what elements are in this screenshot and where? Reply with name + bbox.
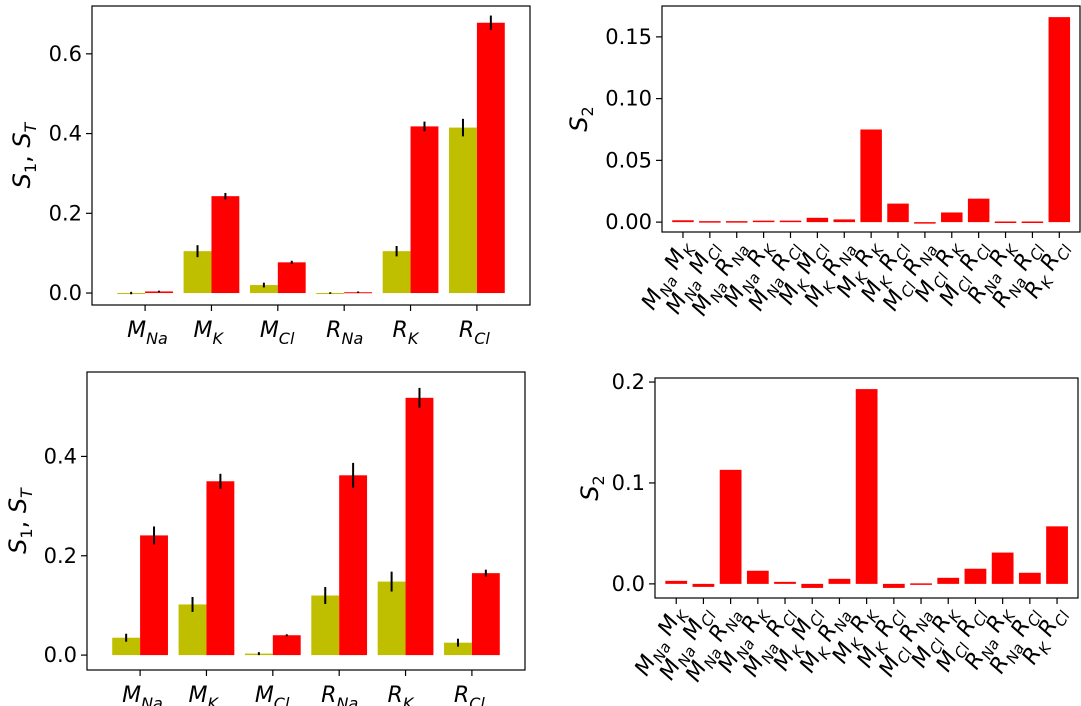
bar [1046, 526, 1068, 584]
bar [471, 573, 500, 656]
bar [833, 219, 856, 223]
y-tick-label: 0.4 [44, 444, 77, 468]
bar [746, 570, 769, 584]
y-axis-label: S1, ST [4, 487, 36, 554]
x-tick-label: MCl [260, 318, 295, 348]
bar [779, 220, 802, 223]
bar [752, 220, 775, 223]
x-tick-label: RK [388, 683, 415, 706]
bar [725, 221, 748, 223]
bar [699, 221, 721, 223]
bar [991, 552, 1014, 584]
bar [964, 568, 987, 584]
bar [855, 389, 878, 584]
y-axis-label: S2 [576, 475, 608, 500]
x-tick-label: RNa [326, 318, 363, 348]
y-tick-label: 0.0 [49, 281, 82, 305]
x-tick-label: RK [393, 318, 420, 348]
plot-frame [91, 5, 531, 306]
x-tick-label: RNa [321, 683, 358, 706]
bar [311, 595, 340, 656]
y-tick-label: 0.6 [49, 42, 82, 66]
y-tick-label: 0.00 [605, 210, 652, 234]
bar [882, 583, 905, 588]
x-tick-label: MK [188, 683, 219, 706]
bar [665, 580, 688, 584]
bar [382, 251, 411, 294]
bar [178, 604, 207, 656]
y-tick-label: 0.2 [612, 370, 645, 394]
bar [774, 581, 796, 584]
bar [719, 469, 742, 584]
x-tick-label: MK [193, 318, 224, 348]
bar [937, 577, 960, 584]
bar [211, 196, 240, 294]
y-tick-label: 0.0 [44, 643, 77, 667]
bar [806, 217, 829, 223]
y-tick-label: 0.05 [605, 148, 652, 172]
y-tick-label: 0.4 [49, 122, 82, 146]
y-tick-label: 0.0 [612, 572, 645, 596]
y-axis-label: S1, ST [8, 121, 40, 188]
bar [914, 222, 936, 224]
bar [449, 127, 477, 294]
bar [1021, 221, 1044, 224]
x-tick-label: MNa [122, 683, 163, 706]
bar [249, 285, 278, 294]
plot-frame [86, 371, 526, 671]
bar [860, 129, 882, 223]
x-tick-label: RCl [459, 318, 490, 348]
bar [692, 583, 715, 587]
bar [967, 198, 990, 223]
y-tick-label: 0.10 [605, 87, 652, 111]
bar [410, 126, 439, 294]
bar [377, 581, 406, 656]
bar [801, 583, 824, 588]
bar [672, 220, 694, 223]
y-tick-label: 0.15 [605, 25, 652, 49]
y-tick-label: 0.2 [44, 544, 77, 568]
bar [444, 642, 472, 656]
bar [272, 635, 301, 656]
bar [910, 583, 932, 585]
x-tick-label: RCl [454, 683, 485, 706]
bar [887, 203, 909, 223]
bar [476, 22, 505, 294]
bar [183, 251, 212, 294]
bar [206, 481, 235, 656]
x-tick-label: MNa [127, 318, 168, 348]
bar [112, 637, 141, 656]
chart-top-left: 0.0 0.2 0.4 0.6 S1, ST MNa MK MCl RNa RK RCl [8, 5, 531, 348]
chart-bottom-left: 0.0 0.2 0.4 S1, ST MNa MK MCl RNa RK RCl [4, 371, 526, 706]
y-tick-label: 0.2 [49, 201, 82, 225]
bar [828, 578, 851, 584]
bar [405, 397, 434, 656]
y-axis-label: S2 [565, 106, 597, 131]
bar [1048, 17, 1071, 223]
bar [277, 262, 306, 294]
bar [994, 221, 1017, 224]
x-tick-label: MCl [255, 683, 290, 706]
bar [941, 212, 963, 223]
bar [1018, 572, 1041, 584]
bar [339, 475, 368, 656]
y-tick-label: 0.1 [612, 471, 645, 495]
bar [140, 535, 168, 656]
